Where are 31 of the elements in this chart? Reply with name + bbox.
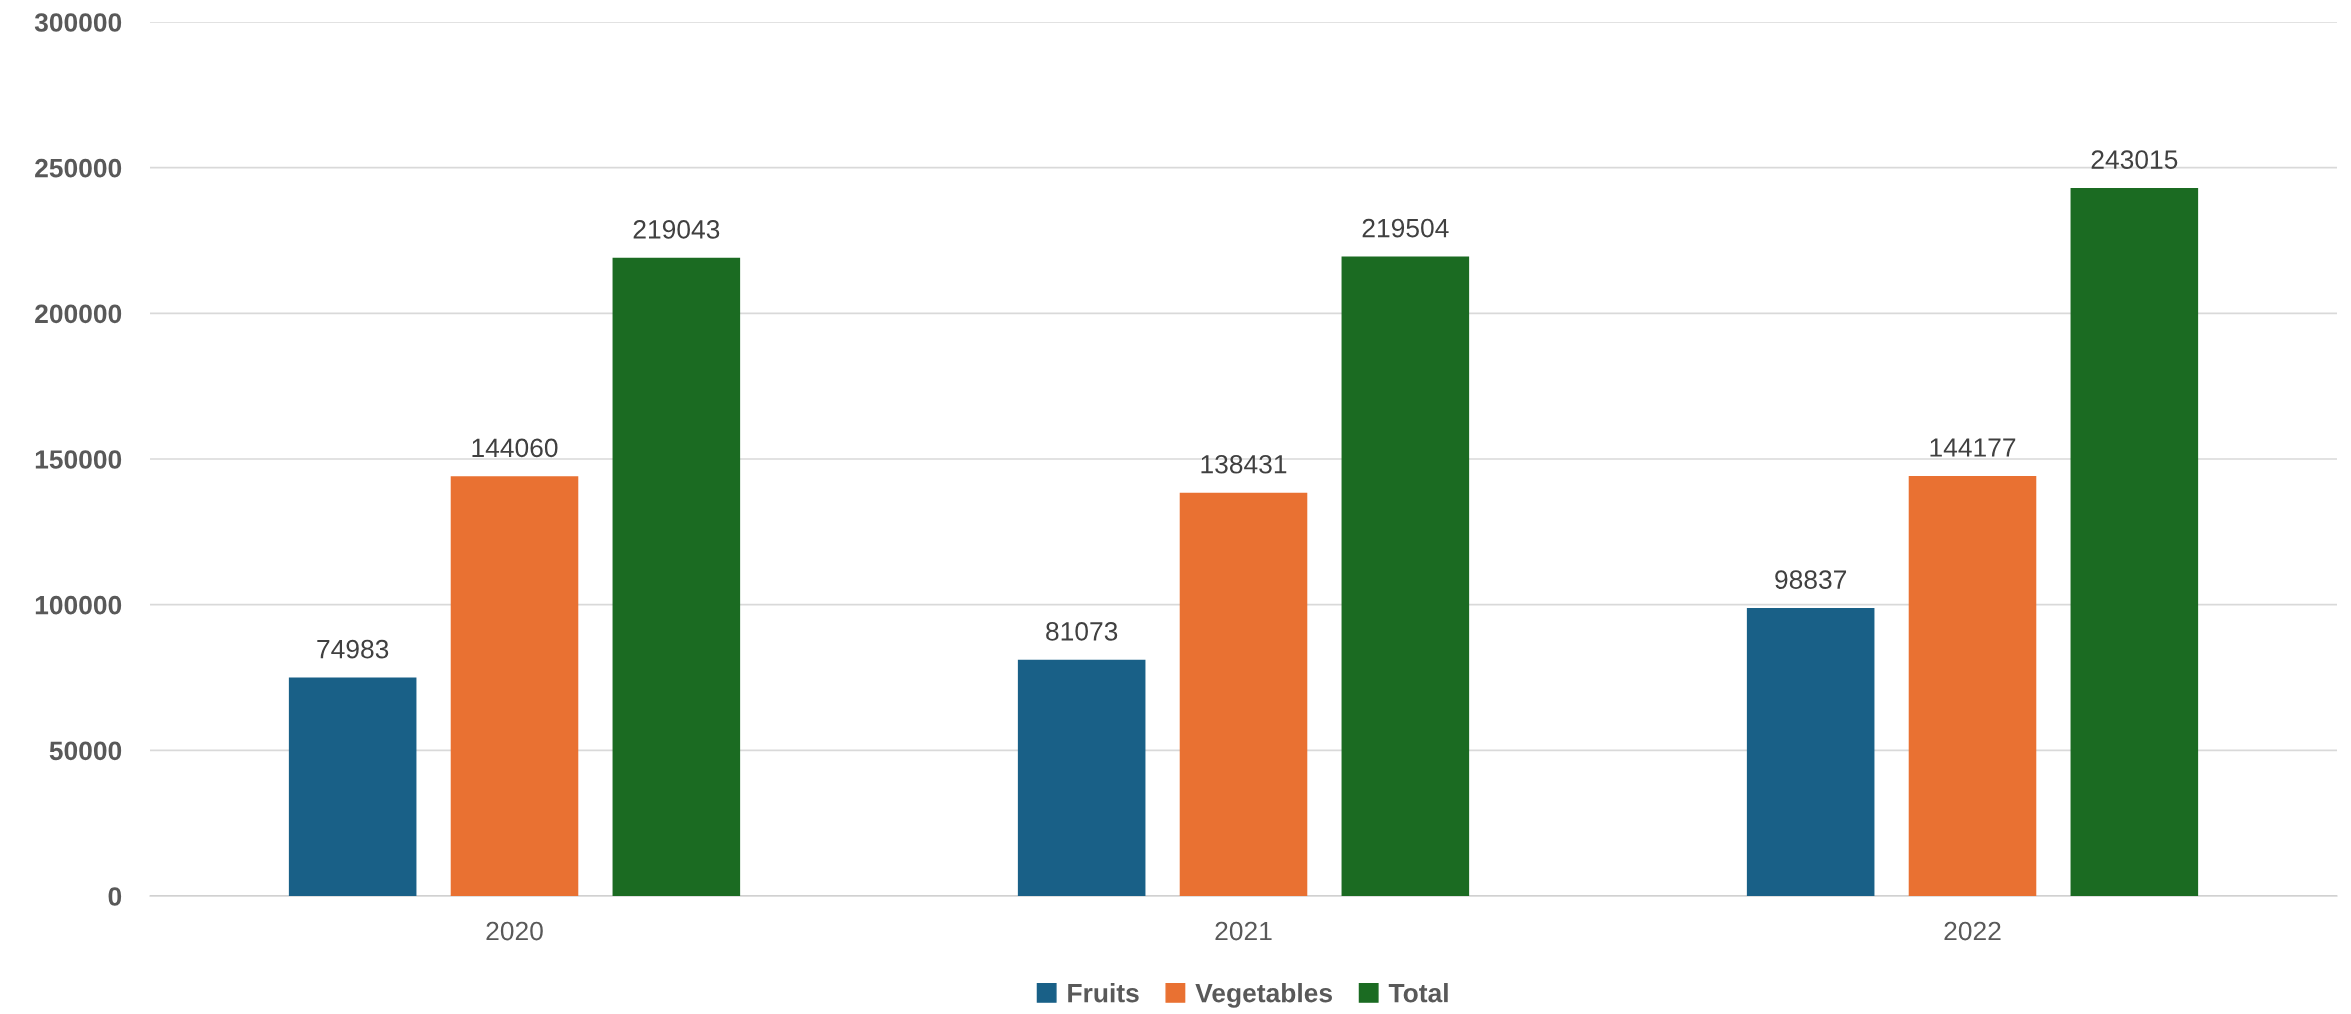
- bar: [1341, 256, 1470, 896]
- bar: [1908, 475, 2037, 896]
- legend-label: Vegetables: [1195, 983, 1332, 1008]
- legend-label: Fruits: [1068, 983, 1139, 1003]
- data-label: 74983: [317, 639, 389, 659]
- y-tick-label: 0: [108, 887, 122, 906]
- y-tick-label: 300000: [34, 13, 122, 32]
- bar: [1179, 492, 1308, 896]
- x-tick-label: 2021: [1215, 921, 1272, 941]
- bar: [1017, 659, 1146, 896]
- data-label: 144177: [1930, 438, 2016, 457]
- bar: [2070, 188, 2199, 896]
- y-tick-label: 250000: [35, 158, 122, 178]
- data-label: 81073: [1046, 622, 1118, 641]
- data-label: 138431: [1201, 454, 1287, 474]
- y-tick-label: 100000: [35, 595, 122, 615]
- data-label: 98837: [1775, 570, 1847, 589]
- data-label: 144060: [472, 438, 558, 458]
- bar: [450, 476, 579, 896]
- y-tick-label: 200000: [35, 304, 122, 324]
- data-label: 219504: [1362, 218, 1449, 238]
- data-label: 219043: [633, 220, 720, 239]
- y-tick-label: 50000: [49, 741, 122, 761]
- bar: [1746, 608, 1875, 896]
- bar: [612, 257, 741, 896]
- x-tick-label: 2022: [1944, 921, 2001, 941]
- data-label: 243015: [2091, 150, 2178, 169]
- y-tick-label: 150000: [35, 450, 122, 469]
- bar: [288, 677, 417, 896]
- x-tick-label: 2020: [486, 921, 543, 941]
- legend-label: Total: [1388, 983, 1448, 1003]
